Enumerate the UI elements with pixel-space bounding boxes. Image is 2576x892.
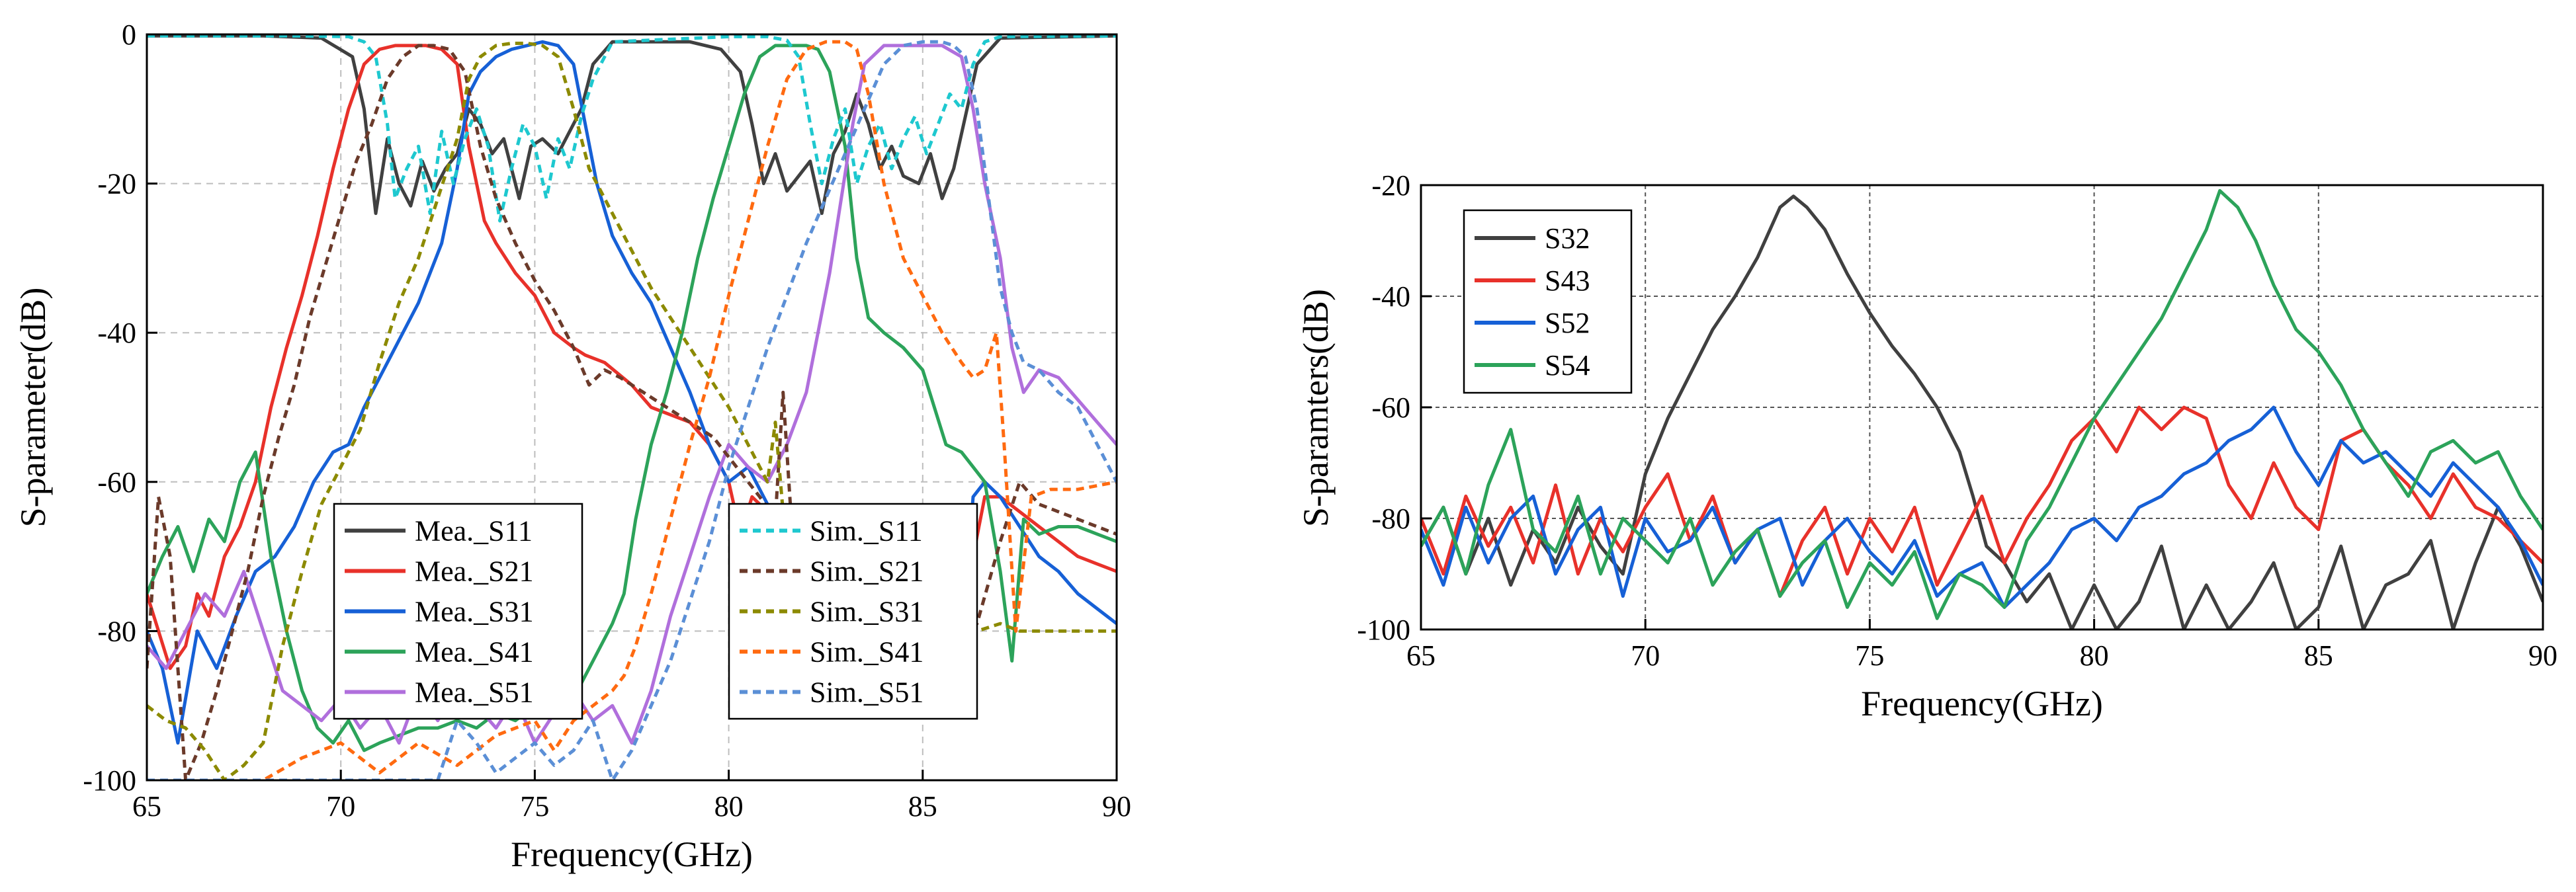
chart0-xtick-label: 75 bbox=[520, 790, 549, 823]
chart0-xtick-label: 85 bbox=[908, 790, 937, 823]
chart1-legend-label: S32 bbox=[1545, 222, 1590, 255]
chart0-legend-label: Sim._S51 bbox=[810, 676, 923, 709]
chart1-legend-label: S52 bbox=[1545, 307, 1590, 339]
chart0-ytick-label: -20 bbox=[97, 168, 136, 200]
chart0-legend-label: Sim._S21 bbox=[810, 555, 923, 588]
chart0-y-axis-title: S-parameter(dB) bbox=[13, 288, 53, 528]
chart0-series-sim-s51 bbox=[147, 40, 1117, 780]
chart0-legend-label: Mea._S41 bbox=[415, 636, 534, 669]
chart0-legend-label: Mea._S11 bbox=[415, 515, 533, 547]
chart1-x-axis-title: Frequency(GHz) bbox=[1861, 684, 2103, 723]
chart0-legend-label: Sim._S11 bbox=[810, 515, 923, 547]
chart0-series-mea-s11 bbox=[147, 34, 1117, 216]
chart0-ytick-label: -40 bbox=[97, 317, 136, 349]
chart1-ytick-label: -60 bbox=[1371, 391, 1410, 424]
chart1-series-s52 bbox=[1421, 405, 2543, 609]
chart0-xtick-label: 65 bbox=[132, 790, 161, 823]
chart1-xtick-label: 90 bbox=[2528, 639, 2557, 672]
chart1-xtick-label: 80 bbox=[2080, 639, 2109, 672]
chart1-y-axis-title: S-paramters(dB) bbox=[1296, 289, 1336, 527]
chart0-legend-label: Sim._S41 bbox=[810, 636, 923, 669]
chart1-xtick-label: 65 bbox=[1406, 639, 1436, 672]
chart-left: 65 70 75 80 85 90 0 -20 -40 -60 -80 -100 Frequency(G… bbox=[13, 19, 1131, 874]
chart0-ytick-label: -60 bbox=[97, 466, 136, 499]
chart1-xtick-label: 85 bbox=[2304, 639, 2333, 672]
chart1-series-s54 bbox=[1421, 188, 2543, 620]
chart0-legend-label: Sim._S31 bbox=[810, 596, 923, 628]
chart1-ytick-label: -40 bbox=[1371, 280, 1410, 313]
chart0-series-mea-s51 bbox=[147, 44, 1117, 745]
chart1-xtick-label: 70 bbox=[1631, 639, 1660, 672]
chart1-legend-label: S43 bbox=[1545, 264, 1590, 297]
chart0-xtick-label: 70 bbox=[326, 790, 355, 823]
chart0-series-sim-s11 bbox=[147, 34, 1117, 223]
chart1-ytick-label: -100 bbox=[1357, 614, 1410, 646]
chart0-legend-label: Mea._S31 bbox=[415, 596, 534, 628]
chart0-xtick-label: 80 bbox=[714, 790, 744, 823]
chart0-series-sim-s41 bbox=[147, 40, 1117, 780]
chart0-x-axis-title: Frequency(GHz) bbox=[511, 834, 753, 874]
chart0-frame bbox=[146, 33, 1118, 782]
chart1-legend-box bbox=[1463, 209, 1633, 394]
chart0-ytick-label: -100 bbox=[83, 764, 136, 797]
chart1-xtick-label: 75 bbox=[1855, 639, 1884, 672]
chart1-series-s43 bbox=[1421, 405, 2543, 598]
chart0-series-mea-s41 bbox=[147, 44, 1117, 752]
chart0-ytick-label: 0 bbox=[122, 19, 136, 51]
chart1-legend-label: S54 bbox=[1545, 349, 1590, 382]
chart0-xtick-label: 90 bbox=[1102, 790, 1131, 823]
chart1-ytick-label: -20 bbox=[1371, 169, 1410, 202]
chart1-ytick-label: -80 bbox=[1371, 503, 1410, 535]
chart0-legend-label: Mea._S51 bbox=[415, 676, 534, 709]
chart-right: 65 70 75 80 85 90 -20 -40 -60 -80 -100 Frequency(GH… bbox=[1296, 169, 2557, 723]
chart0-legend-label: Mea._S21 bbox=[415, 555, 534, 588]
chart0-series-sim-s21 bbox=[147, 44, 1117, 780]
chart0-ytick-label: -80 bbox=[97, 615, 136, 647]
